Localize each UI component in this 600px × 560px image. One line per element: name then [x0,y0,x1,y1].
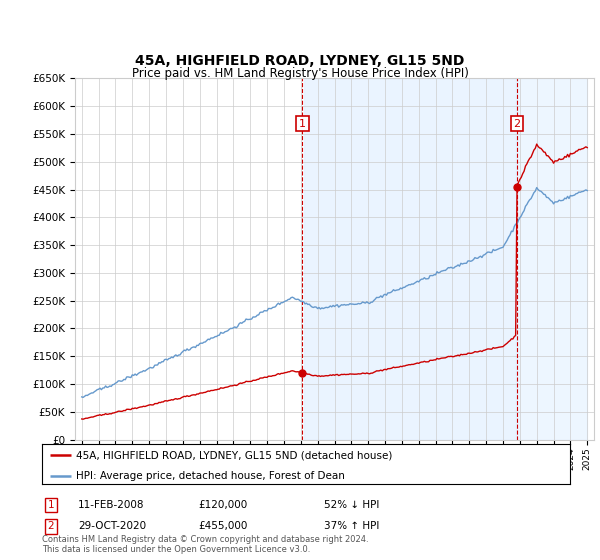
Text: 2: 2 [47,521,55,531]
Text: Price paid vs. HM Land Registry's House Price Index (HPI): Price paid vs. HM Land Registry's House … [131,67,469,80]
Text: 45A, HIGHFIELD ROAD, LYDNEY, GL15 5ND: 45A, HIGHFIELD ROAD, LYDNEY, GL15 5ND [136,54,464,68]
Text: 37% ↑ HPI: 37% ↑ HPI [324,521,379,531]
Text: 11-FEB-2008: 11-FEB-2008 [78,500,145,510]
Text: 1: 1 [299,119,306,129]
Text: 52% ↓ HPI: 52% ↓ HPI [324,500,379,510]
Text: £120,000: £120,000 [198,500,247,510]
Text: £455,000: £455,000 [198,521,247,531]
Text: 45A, HIGHFIELD ROAD, LYDNEY, GL15 5ND (detached house): 45A, HIGHFIELD ROAD, LYDNEY, GL15 5ND (d… [76,450,392,460]
Text: 2: 2 [514,119,521,129]
Text: HPI: Average price, detached house, Forest of Dean: HPI: Average price, detached house, Fore… [76,470,345,480]
Text: 1: 1 [47,500,55,510]
Text: 29-OCT-2020: 29-OCT-2020 [78,521,146,531]
Text: Contains HM Land Registry data © Crown copyright and database right 2024.
This d: Contains HM Land Registry data © Crown c… [42,535,368,554]
